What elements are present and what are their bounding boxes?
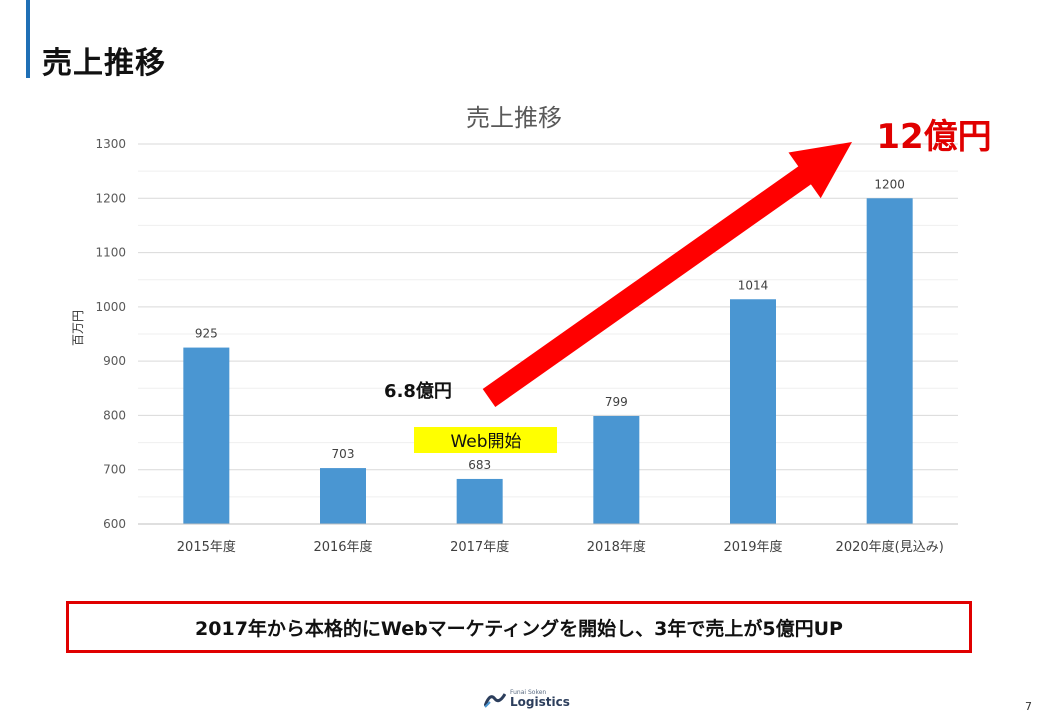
- data-label: 1200: [874, 177, 905, 191]
- bar-1: [183, 347, 230, 524]
- company-logo: Funai Soken Logistics: [484, 690, 570, 708]
- y-tick-label: 1300: [95, 137, 126, 151]
- chart-title: 売上推移: [466, 104, 562, 132]
- data-label: 703: [332, 447, 355, 461]
- y-tick-label: 600: [103, 517, 126, 531]
- data-label: 1014: [738, 278, 769, 292]
- bar-3: [456, 478, 503, 524]
- x-tick-label: 2018年度: [587, 539, 646, 555]
- y-axis-label: 百万円: [71, 310, 85, 346]
- summary-callout: 2017年から本格的にWebマーケティングを開始し、3年で売上が5億円UP: [66, 601, 972, 653]
- data-label: 799: [605, 395, 628, 409]
- x-tick-label: 2017年度: [450, 539, 509, 555]
- end-value-label: 12億円: [876, 117, 991, 157]
- x-tick-label: 2016年度: [313, 539, 372, 555]
- x-tick-label: 2020年度(見込み): [836, 539, 944, 555]
- sales-bar-chart: 売上推移 600 700 800 900 1000 1100 1200 1300 百万円 925 20…: [71, 104, 992, 555]
- web-start-label: Web開始: [450, 432, 521, 452]
- bar-2: [320, 468, 366, 524]
- bar-5: [730, 299, 776, 524]
- page-number: 7: [1025, 700, 1032, 713]
- title-accent-bar: [26, 0, 30, 78]
- x-tick-label: 2019年度: [723, 539, 782, 555]
- web-start-highlight: [414, 427, 557, 453]
- logo-text: Logistics: [510, 695, 570, 709]
- y-tick-label: 800: [103, 408, 126, 422]
- bar-6: [866, 198, 913, 525]
- x-tick-label: 2015年度: [177, 539, 236, 555]
- bar-4: [593, 415, 640, 524]
- slide-title: 売上推移: [42, 46, 166, 81]
- y-tick-label: 1000: [95, 300, 126, 314]
- y-tick-label: 700: [103, 463, 126, 477]
- summary-callout-text: 2017年から本格的にWebマーケティングを開始し、3年で売上が5億円UP: [195, 617, 843, 640]
- data-label: 925: [195, 327, 218, 341]
- data-label: 683: [468, 458, 491, 472]
- y-tick-label: 1100: [95, 246, 126, 260]
- start-value-label: 6.8億円: [384, 380, 452, 402]
- y-tick-label: 1200: [95, 191, 126, 205]
- logo-subtext: Funai Soken: [510, 689, 547, 696]
- logo-wave-icon: [484, 693, 506, 708]
- y-tick-label: 900: [103, 354, 126, 368]
- growth-arrow: [482, 142, 852, 407]
